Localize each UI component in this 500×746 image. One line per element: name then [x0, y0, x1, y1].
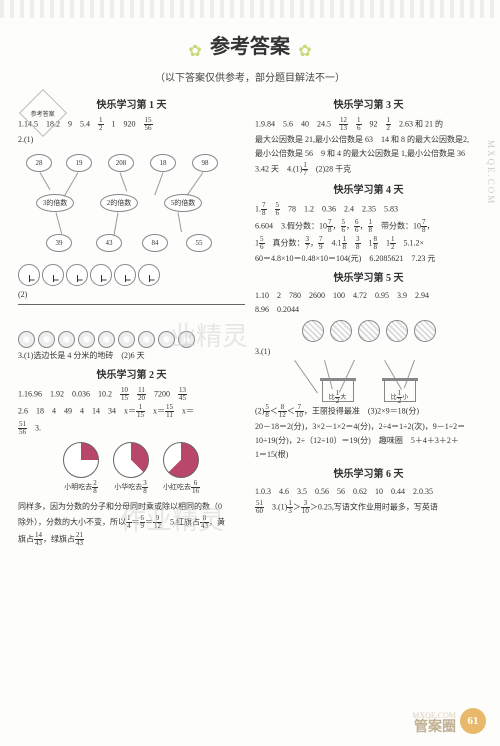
d5-l1: 1.10 2 780 2600 100 4.72 0.95 3.9 2.94: [255, 290, 482, 302]
number-line: [18, 304, 245, 328]
star-icon: ✿: [188, 41, 201, 61]
pie-label: 小华吃去38: [113, 480, 149, 495]
d1-l4: 3.(1)选边长是 4 分米的地砖 (2)6 天: [18, 350, 245, 362]
clock-icon: [114, 264, 136, 286]
content: 快乐学习第 1 天 1.14.5 18.2 9 5.4 12 1 920 155…: [0, 84, 500, 549]
graph-node: 28: [26, 154, 52, 172]
pie-label: 小明吃去28: [63, 480, 99, 495]
basketball-icon: [414, 320, 436, 342]
d1-l3: (2): [18, 289, 245, 301]
flower-row: [18, 331, 245, 348]
page-number: 61: [460, 708, 486, 734]
flower-icon: [158, 331, 175, 348]
d3-l3: 最小公倍数是 56 9 和 4 的最大公因数是 1,最小公倍数是 36: [255, 148, 482, 160]
d2-l4: 同样多，因为分数的分子和分母同时乘或除以相同的数（0: [18, 501, 245, 513]
graph-node: 5的倍数: [164, 194, 202, 212]
d6-l2: 5160 3.(1)13＞310＞0.25,写语文作业用时最多，写英语: [255, 500, 482, 515]
d1-l2: 2.(1): [18, 134, 245, 146]
d3-l1: 1.9.84 5.6 40 24.5 1213 16 92 12 2.63 和 …: [255, 117, 482, 132]
graph-node: 19: [66, 154, 92, 172]
basketball-icon: [302, 320, 324, 342]
day6-title: 快乐学习第 6 天: [255, 467, 482, 482]
subtitle: （以下答案仅供参考，部分题目解法不一）: [0, 69, 500, 84]
watermark-side: MXQE.COM: [486, 140, 496, 205]
d2-l2: 2.6 18 4 49 4 14 34 x＝115 x＝1511 x＝: [18, 404, 245, 419]
graph-node: 2的倍数: [100, 194, 138, 212]
flower-icon: [78, 331, 95, 348]
footer-watermark-url: MXQE.COM: [412, 711, 456, 720]
d5-l4: (2)58＜812＜710，王丽投得最准 (3)2×9＝18(分): [255, 404, 482, 419]
basket-icon: 比12大: [322, 378, 354, 402]
basket-icon: 比12小: [384, 378, 416, 402]
clock-icon: [138, 264, 160, 286]
day3-title: 快乐学习第 3 天: [255, 98, 482, 113]
graph-node: 18: [150, 154, 176, 172]
clock-icon: [90, 264, 112, 286]
pie-chart: [113, 442, 149, 478]
d4-l2: 6.604 3.假分数：1078，56，66，18 带分数：1078，: [255, 219, 482, 234]
right-column: 快乐学习第 3 天 1.9.84 5.6 40 24.5 1213 16 92 …: [255, 92, 482, 549]
day4-title: 快乐学习第 4 天: [255, 183, 482, 198]
graph-node: 39: [46, 234, 72, 252]
factor-graph: 28 19 208 18 98 3的倍数 2的倍数 5的倍数 39 43 84 …: [18, 150, 245, 260]
d5-l5: 20－18＝2(分)，3×2－1×2＝4(分)，2÷4＝1÷2(次)，9－1÷2…: [255, 421, 482, 433]
clock-icon: [42, 264, 64, 286]
graph-node: 98: [192, 154, 218, 172]
graph-node: 55: [186, 234, 212, 252]
top-dots: [0, 0, 500, 18]
d5-l6: 10÷19(分)，2÷（12÷10）＝19(分) 趣味圈 5＋4＋3＋2＋: [255, 435, 482, 447]
pie-row: 小明吃去28 小华吃去38 小红吃去616: [18, 442, 245, 495]
d3-l4: 3.42 天 4.(1)17 (2)28 千克: [255, 162, 482, 177]
d4-l3: 156 真分数：37，79 4.118 38 188 112 5.1.2×: [255, 236, 482, 251]
pie-item: 小红吃去616: [163, 442, 200, 495]
pie-item: 小明吃去28: [63, 442, 99, 495]
graph-node: 3的倍数: [36, 194, 74, 212]
page-title: 参考答案: [210, 30, 290, 59]
pie-chart: [163, 442, 199, 478]
day2-title: 快乐学习第 2 天: [18, 368, 245, 383]
d4-l1: 1.78 56 78 1.2 0.36 2.4 2.35 5.83: [255, 202, 482, 217]
clock-icon: [18, 264, 40, 286]
flower-icon: [58, 331, 75, 348]
d3-l2: 最大公因数是 21,最小公倍数是 63 14 和 8 的最大公因数是2,: [255, 134, 482, 146]
flower-icon: [98, 331, 115, 348]
d2-l3: 5156 3.: [18, 421, 245, 436]
flower-icon: [178, 331, 195, 348]
basketball-icon: [386, 320, 408, 342]
clock-icon: [66, 264, 88, 286]
d2-l5: 除外），分数的大小不变，所以14＝69＝912 5.红旗占843，黄: [18, 515, 245, 530]
d5-l3: 3.(1): [255, 346, 482, 358]
flower-icon: [138, 331, 155, 348]
d4-l4: 60＝4.8×10＝0.48×10＝104(元) 6.2085621 7.23 …: [255, 253, 482, 265]
clock-row: [18, 264, 245, 286]
flower-icon: [118, 331, 135, 348]
left-column: 快乐学习第 1 天 1.14.5 18.2 9 5.4 12 1 920 155…: [18, 92, 245, 549]
basketball-row: [255, 320, 482, 342]
basket-row: 比12大 比12小: [255, 378, 482, 402]
d5-l7: 1＝15(根): [255, 449, 482, 461]
d2-l1: 1.16.96 1.92 0.036 10.2 1015 1120 7200 1…: [18, 387, 245, 402]
flower-icon: [18, 331, 35, 348]
graph-node: 208: [108, 154, 134, 172]
pie-label: 小红吃去616: [163, 480, 200, 495]
d6-l1: 1.0.3 4.6 3.5 0.56 56 0.62 10 0.44 2.0.3…: [255, 486, 482, 498]
graph-node: 43: [96, 234, 122, 252]
basket-lines: [255, 360, 482, 376]
graph-node: 84: [142, 234, 168, 252]
pie-chart: [63, 442, 99, 478]
header: ✿ 参考答案 ✿: [0, 30, 500, 61]
day5-title: 快乐学习第 5 天: [255, 271, 482, 286]
basketball-icon: [330, 320, 352, 342]
flower-icon: [38, 331, 55, 348]
d2-l6: 旗占1443，绿旗占2143: [18, 532, 245, 547]
pie-item: 小华吃去38: [113, 442, 149, 495]
d5-l2: 8.96 0.2044: [255, 304, 482, 316]
star-icon: ✿: [298, 41, 311, 61]
basketball-icon: [358, 320, 380, 342]
